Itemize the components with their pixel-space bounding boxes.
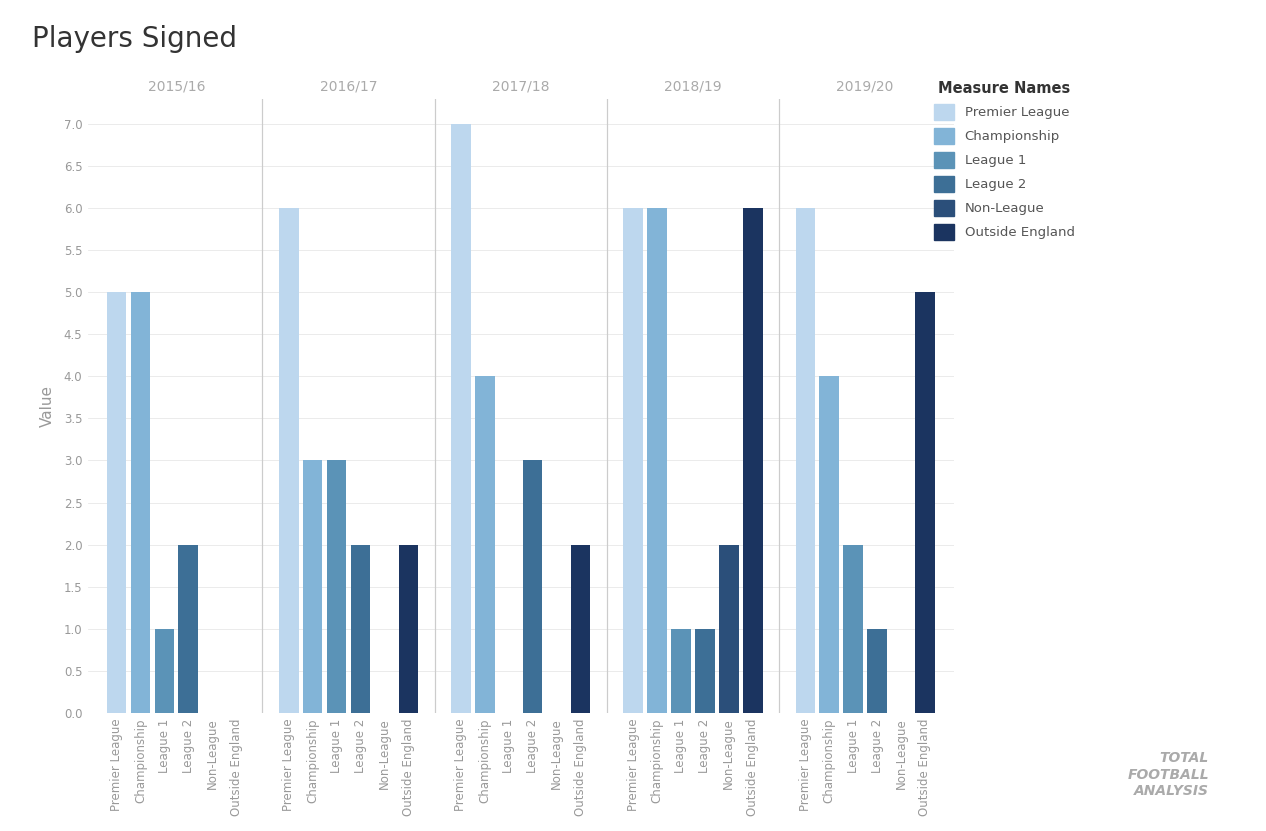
Bar <box>795 208 815 713</box>
Bar <box>327 460 347 713</box>
Bar <box>867 629 887 713</box>
Bar <box>303 460 323 713</box>
Bar <box>451 124 471 713</box>
Bar <box>130 293 151 713</box>
Bar <box>154 629 175 713</box>
Text: Players Signed: Players Signed <box>32 25 237 53</box>
Bar <box>399 544 418 713</box>
Bar <box>279 208 299 713</box>
Bar <box>623 208 643 713</box>
Bar <box>719 544 738 713</box>
Legend: Premier League, Championship, League 1, League 2, Non-League, Outside England: Premier League, Championship, League 1, … <box>928 75 1081 247</box>
Bar <box>843 544 863 713</box>
Y-axis label: Value: Value <box>41 385 56 427</box>
Bar <box>915 293 934 713</box>
Bar <box>571 544 590 713</box>
Bar <box>351 544 370 713</box>
Bar <box>106 293 127 713</box>
Bar <box>523 460 542 713</box>
Text: TOTAL
FOOTBALL
ANALYSIS: TOTAL FOOTBALL ANALYSIS <box>1128 751 1209 798</box>
Bar <box>475 376 495 713</box>
Bar <box>179 544 197 713</box>
Bar <box>743 208 762 713</box>
Bar <box>695 629 715 713</box>
Bar <box>819 376 839 713</box>
Bar <box>671 629 691 713</box>
Bar <box>647 208 667 713</box>
